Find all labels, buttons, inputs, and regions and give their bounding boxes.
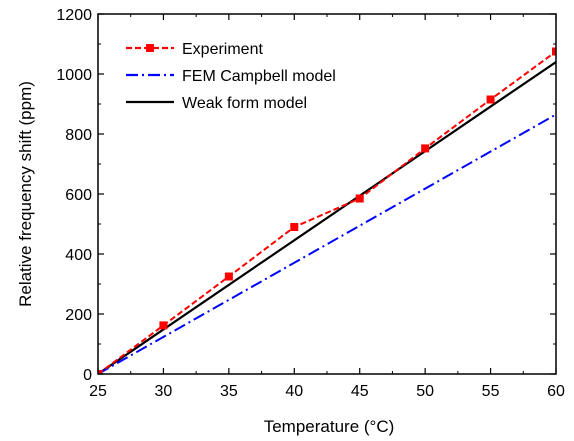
y-tick-label-5: 800: [65, 127, 92, 144]
x-tick-label-2: 30: [155, 383, 173, 400]
legend: Experiment FEM Campbell model Weak form mo…: [126, 41, 336, 112]
series-line-3: [98, 61, 556, 374]
y-tick-label-1: 0: [83, 367, 92, 384]
y-tick-label-2: 200: [65, 307, 92, 324]
x-tick-label-4: 40: [285, 383, 303, 400]
series-line-2: [98, 113, 556, 374]
series-line-1: [98, 50, 556, 374]
data-point-1-1: [98, 370, 102, 374]
y-tick-label-4: 600: [65, 187, 92, 204]
y-tick-label-3: 400: [65, 247, 92, 264]
x-tick-label-3: 35: [220, 383, 238, 400]
y-axis-title: Relative frequency shift (ppm): [16, 81, 35, 307]
y-tick-label-6: 1000: [56, 67, 92, 84]
y-tick-label-7: 1200: [56, 7, 92, 24]
data-point-1-4: [290, 223, 299, 231]
x-tick-label-6: 50: [416, 383, 434, 400]
data-point-1-8: [552, 47, 556, 56]
x-axis-title: Temperature (°C): [264, 417, 395, 436]
series-layer: [98, 47, 556, 374]
data-point-1-2: [159, 321, 168, 330]
legend-label-1: Experiment: [182, 41, 263, 58]
x-tick-label-7: 55: [482, 383, 500, 400]
data-point-1-5: [355, 194, 364, 203]
data-point-1-6: [421, 144, 430, 153]
legend-label-3: Weak form model: [182, 95, 307, 112]
x-tick-label-1: 25: [89, 383, 107, 400]
legend-label-2: FEM Campbell model: [182, 68, 336, 85]
x-tick-label-8: 60: [547, 383, 565, 400]
x-tick-label-5: 45: [351, 383, 369, 400]
data-point-1-3: [224, 272, 233, 281]
data-point-1-7: [486, 95, 495, 104]
legend-marker-1: [146, 44, 154, 52]
